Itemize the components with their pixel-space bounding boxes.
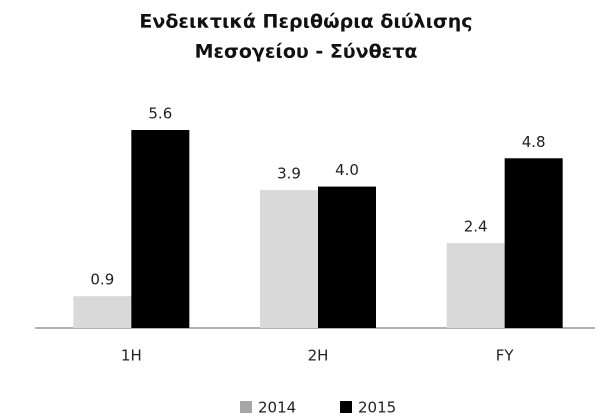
data-label: 0.9 xyxy=(90,271,114,289)
bar xyxy=(446,243,505,328)
data-label: 5.6 xyxy=(148,105,172,123)
bar xyxy=(131,130,190,328)
data-label: 3.9 xyxy=(277,165,301,183)
data-label: 4.8 xyxy=(522,133,546,151)
x-tick-label: 2H xyxy=(308,347,329,365)
data-label: 4.0 xyxy=(335,161,359,179)
bar xyxy=(260,190,318,328)
bar xyxy=(504,158,563,328)
legend-label: 2014 xyxy=(258,399,296,417)
x-tick-label: 1H xyxy=(121,347,142,365)
chart-title: Ενδεικτικά Περιθώρια διύλισης xyxy=(139,11,472,33)
legend-swatch xyxy=(240,401,252,413)
bar xyxy=(73,296,132,328)
bar xyxy=(318,186,376,328)
chart-title: Μεσογείου - Σύνθετα xyxy=(195,41,418,63)
legend-label: 2015 xyxy=(358,399,396,417)
legend-swatch xyxy=(340,401,352,413)
data-label: 2.4 xyxy=(464,218,488,236)
x-tick-label: FY xyxy=(496,347,515,365)
